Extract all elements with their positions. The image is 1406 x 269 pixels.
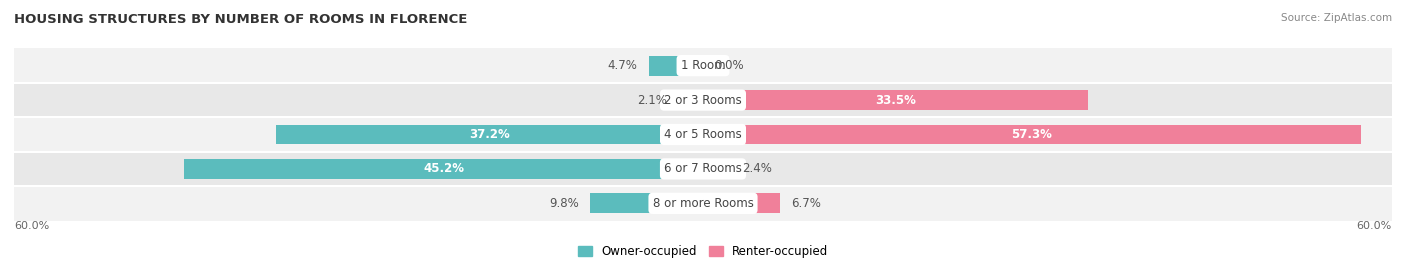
Bar <box>703 90 1088 110</box>
Text: 2 or 3 Rooms: 2 or 3 Rooms <box>664 94 742 107</box>
Text: 4 or 5 Rooms: 4 or 5 Rooms <box>664 128 742 141</box>
Text: 60.0%: 60.0% <box>1357 221 1392 231</box>
Text: 2.1%: 2.1% <box>637 94 668 107</box>
Text: 6.7%: 6.7% <box>792 197 821 210</box>
Bar <box>703 193 780 213</box>
Legend: Owner-occupied, Renter-occupied: Owner-occupied, Renter-occupied <box>572 240 834 263</box>
Text: 0.0%: 0.0% <box>714 59 744 72</box>
Bar <box>679 90 703 110</box>
Text: 6 or 7 Rooms: 6 or 7 Rooms <box>664 162 742 175</box>
Text: 2.4%: 2.4% <box>742 162 772 175</box>
Bar <box>14 186 1392 221</box>
Text: 8 or more Rooms: 8 or more Rooms <box>652 197 754 210</box>
Bar <box>14 117 1392 152</box>
Bar <box>703 159 731 179</box>
Text: Source: ZipAtlas.com: Source: ZipAtlas.com <box>1281 13 1392 23</box>
Bar <box>14 48 1392 83</box>
Text: 45.2%: 45.2% <box>423 162 464 175</box>
Text: 33.5%: 33.5% <box>875 94 915 107</box>
Bar <box>14 152 1392 186</box>
Text: 4.7%: 4.7% <box>607 59 637 72</box>
Bar <box>703 125 1361 144</box>
Text: 60.0%: 60.0% <box>14 221 49 231</box>
Text: 57.3%: 57.3% <box>1011 128 1053 141</box>
Text: 1 Room: 1 Room <box>681 59 725 72</box>
Text: 37.2%: 37.2% <box>470 128 510 141</box>
Text: HOUSING STRUCTURES BY NUMBER OF ROOMS IN FLORENCE: HOUSING STRUCTURES BY NUMBER OF ROOMS IN… <box>14 13 467 26</box>
Bar <box>276 125 703 144</box>
Bar <box>591 193 703 213</box>
Bar <box>184 159 703 179</box>
Bar <box>14 83 1392 117</box>
Text: 9.8%: 9.8% <box>550 197 579 210</box>
Bar <box>650 56 703 76</box>
